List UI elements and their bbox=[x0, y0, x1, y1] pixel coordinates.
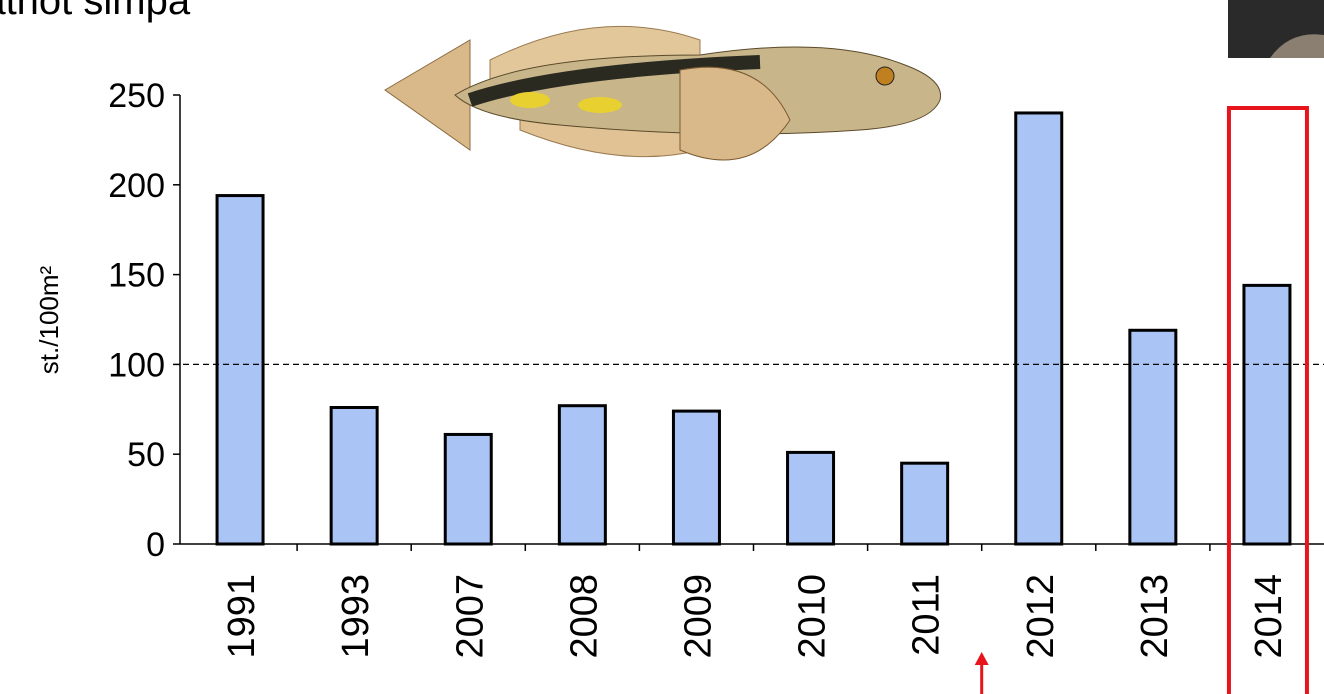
x-tick-label: 2011 bbox=[906, 574, 948, 656]
bar bbox=[1242, 283, 1292, 546]
photo-detail bbox=[1270, 34, 1324, 58]
bar bbox=[900, 461, 950, 546]
arrow-head bbox=[974, 652, 989, 665]
x-tick-label: 2009 bbox=[677, 574, 719, 659]
chart-title: rathot simpa bbox=[0, 0, 191, 23]
bar bbox=[671, 409, 721, 546]
y-tick-label: 250 bbox=[108, 77, 165, 115]
y-tick-label: 100 bbox=[108, 346, 165, 384]
x-tick-label: 2013 bbox=[1134, 574, 1176, 659]
x-tick-label: 1993 bbox=[335, 574, 377, 659]
y-axis-label: st./100m² bbox=[34, 265, 64, 374]
bar bbox=[329, 406, 379, 546]
x-tick-label: 2008 bbox=[563, 574, 605, 659]
bar bbox=[215, 194, 265, 546]
bar bbox=[443, 432, 493, 546]
y-tick-label: 200 bbox=[108, 167, 165, 205]
y-tick-label: 150 bbox=[108, 257, 165, 295]
fish-illustration bbox=[384, 25, 942, 161]
x-tick-label: 2007 bbox=[449, 574, 491, 659]
bar bbox=[786, 450, 836, 546]
y-tick-label: 0 bbox=[146, 526, 165, 564]
y-tick-label: 50 bbox=[127, 436, 165, 474]
bar bbox=[1128, 328, 1178, 546]
highlight-box bbox=[1226, 106, 1309, 694]
bar bbox=[1014, 111, 1064, 546]
x-tick-label: 2010 bbox=[792, 574, 834, 659]
x-tick-label: 2012 bbox=[1020, 574, 1062, 659]
bar bbox=[557, 404, 607, 546]
x-tick-label: 1991 bbox=[221, 574, 263, 659]
x-tick-label: 2014 bbox=[1248, 574, 1290, 659]
